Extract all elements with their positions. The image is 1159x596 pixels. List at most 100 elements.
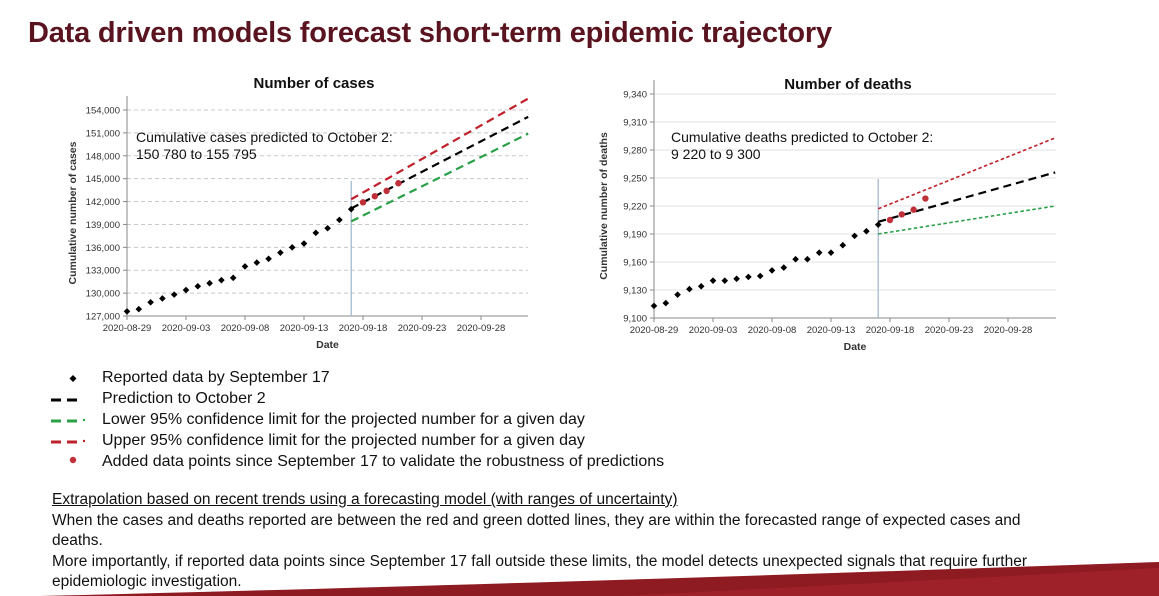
x-tick-label: 2020-09-03 [689, 325, 738, 336]
added-point [371, 193, 378, 200]
x-tick-label: 2020-09-28 [457, 323, 506, 334]
reported-point [851, 232, 858, 240]
red-dash-icon [51, 439, 86, 444]
upper-limit-line [350, 97, 529, 201]
y-tick-label: 9,250 [623, 174, 647, 185]
reported-point [265, 255, 272, 263]
reported-point [277, 249, 284, 256]
reported-point [697, 282, 705, 290]
reported-point [253, 259, 261, 266]
y-tick-label: 136,000 [86, 243, 120, 254]
reported-point [147, 298, 154, 306]
prediction-line [877, 171, 1056, 223]
reported-point [733, 275, 740, 283]
x-tick-label: 2020-09-08 [748, 325, 797, 336]
reported-point [206, 279, 213, 287]
x-axis-label: Date [316, 339, 339, 351]
green-dash-icon [51, 418, 86, 423]
explanation-paragraph-1: When the cases and deaths reported are b… [52, 511, 1021, 550]
reported-point [756, 272, 764, 280]
y-tick-label: 9,310 [623, 118, 647, 129]
x-tick-label: 2020-09-13 [280, 323, 329, 334]
y-tick-label: 133,000 [86, 266, 120, 277]
y-tick-label: 9,340 [623, 90, 647, 101]
reported-point [815, 249, 823, 256]
reported-point [709, 277, 717, 284]
annotation-line-1: Cumulative deaths predicted to October 2… [671, 129, 933, 145]
legend-label: Reported data by September 17 [102, 369, 330, 386]
reported-point [792, 255, 799, 263]
explanation: Extrapolation based on recent trends usi… [52, 490, 1052, 593]
y-tick-label: 9,220 [623, 202, 647, 213]
y-tick-label: 9,160 [623, 258, 647, 269]
y-tick-label: 9,100 [623, 314, 647, 325]
y-tick-label: 154,000 [86, 106, 120, 117]
y-tick-label: 148,000 [86, 151, 120, 162]
reported-point [768, 267, 776, 274]
x-tick-label: 2020-09-18 [866, 325, 915, 336]
added-point [383, 187, 390, 195]
reported-point [780, 264, 788, 271]
legend-label: Prediction to October 2 [102, 390, 266, 407]
reported-point [650, 302, 658, 310]
legend-label: Added data points since September 17 to … [102, 453, 665, 470]
annotation-line-2: 150 780 to 155 795 [136, 146, 257, 162]
added-point [910, 206, 917, 213]
y-tick-label: 9,280 [623, 146, 647, 157]
x-tick-label: 2020-09-18 [339, 323, 388, 334]
y-tick-label: 127,000 [86, 312, 120, 323]
reported-point [324, 224, 331, 232]
x-tick-label: 2020-09-23 [925, 325, 974, 336]
reported-point [674, 291, 681, 298]
reported-point [123, 308, 131, 315]
reported-point [170, 291, 178, 298]
explanation-paragraph-2: More importantly, if reported data point… [52, 552, 1028, 591]
y-tick-label: 130,000 [86, 289, 120, 300]
reported-point [229, 274, 237, 282]
reported-point [182, 286, 190, 294]
reported-point [135, 305, 143, 313]
page-title: Data driven models forecast short-term e… [28, 17, 832, 49]
added-point [922, 195, 929, 202]
red-dot-icon [69, 456, 77, 464]
annotation-line-1: Cumulative cases predicted to October 2: [136, 129, 393, 145]
chart-title: Number of deaths [784, 76, 912, 93]
reported-point [686, 285, 693, 293]
added-point [886, 216, 894, 224]
reported-point [662, 299, 670, 307]
reported-point [159, 295, 166, 302]
black-dash-icon [51, 398, 77, 402]
y-tick-label: 9,190 [623, 230, 647, 241]
added-point [359, 199, 367, 206]
y-tick-label: 145,000 [86, 174, 120, 185]
lower-limit-line [350, 132, 529, 223]
reported-point [839, 241, 847, 249]
reported-point [194, 282, 202, 290]
diamond-icon [69, 375, 77, 382]
upper-limit-line [877, 137, 1056, 210]
x-tick-label: 2020-09-23 [398, 323, 447, 334]
reported-point [804, 255, 811, 263]
y-tick-label: 139,000 [86, 220, 120, 231]
x-tick-label: 2020-08-29 [103, 323, 152, 334]
y-tick-label: 151,000 [86, 128, 120, 139]
chart-title: Number of cases [254, 75, 375, 92]
y-tick-label: 142,000 [86, 197, 120, 208]
x-axis-label: Date [844, 341, 867, 353]
x-tick-label: 2020-08-29 [630, 325, 679, 336]
y-axis-label: Cumulative number of cases [67, 141, 79, 284]
legend-label: Upper 95% confidence limit for the proje… [102, 432, 585, 449]
reported-point [288, 244, 296, 251]
reported-point [218, 276, 225, 284]
reported-point [874, 221, 882, 228]
reported-point [863, 227, 870, 235]
x-tick-label: 2020-09-13 [807, 325, 856, 336]
reported-point [347, 205, 355, 213]
reported-point [827, 249, 835, 256]
added-point [395, 180, 402, 187]
reported-point [721, 277, 729, 284]
x-tick-label: 2020-09-03 [162, 323, 211, 334]
